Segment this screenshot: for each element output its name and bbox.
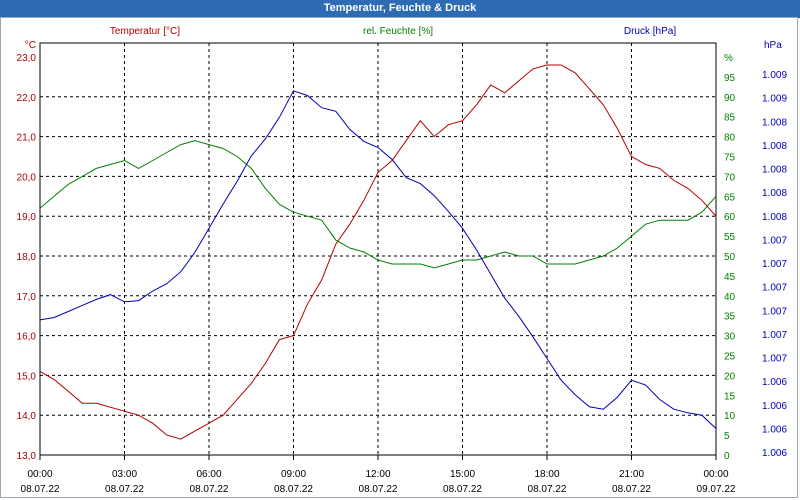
middle-axis-tick: 0 — [724, 451, 730, 462]
x-tick-date: 09.07.22 — [697, 484, 736, 495]
middle-axis-tick: 85 — [724, 113, 736, 124]
right-axis-tick: 1.007 — [762, 306, 787, 317]
right-axis-tick: 1.007 — [762, 235, 787, 246]
x-tick-date: 08.07.22 — [190, 484, 229, 495]
left-axis-tick: 19,0 — [17, 212, 37, 223]
right-axis-tick: 1.006 — [762, 448, 787, 459]
left-axis-unit: °C — [25, 40, 36, 51]
x-tick-time: 03:00 — [112, 469, 137, 480]
middle-axis-tick: 10 — [724, 411, 736, 422]
x-tick-time: 00:00 — [703, 469, 728, 480]
middle-axis-tick: 75 — [724, 153, 736, 164]
right-axis-tick: 1.007 — [762, 354, 787, 365]
middle-axis-tick: 95 — [724, 73, 736, 84]
middle-axis-tick: 90 — [724, 93, 736, 104]
right-axis-tick: 1.008 — [762, 117, 787, 128]
x-tick-date: 08.07.22 — [21, 484, 60, 495]
x-tick-date: 08.07.22 — [359, 484, 398, 495]
right-axis-tick: 1.009 — [762, 94, 787, 105]
middle-axis-tick: % — [724, 53, 733, 64]
right-axis-tick: 1.006 — [762, 401, 787, 412]
left-axis-tick: 23,0 — [17, 53, 37, 64]
left-axis-tick: 16,0 — [17, 332, 37, 343]
right-axis-tick: 1.008 — [762, 141, 787, 152]
left-axis-tick: 21,0 — [17, 133, 37, 144]
middle-axis-tick: 70 — [724, 172, 736, 183]
right-axis-tick: 1.007 — [762, 259, 787, 270]
middle-axis-tick: 50 — [724, 252, 736, 263]
middle-axis-tick: 40 — [724, 292, 736, 303]
x-tick-time: 15:00 — [450, 469, 475, 480]
right-axis-tick: 1.009 — [762, 70, 787, 81]
right-axis-tick: 1.008 — [762, 212, 787, 223]
humidity-line — [39, 140, 717, 269]
x-tick-date: 08.07.22 — [105, 484, 144, 495]
middle-axis-tick: 15 — [724, 391, 736, 402]
right-axis-tick: 1.007 — [762, 330, 787, 341]
left-axis-tick: 13,0 — [17, 451, 37, 462]
middle-axis-tick: 55 — [724, 232, 736, 243]
left-axis-tick: 20,0 — [17, 172, 37, 183]
series-header-3: Druck [hPa] — [624, 26, 676, 37]
middle-axis-tick: 20 — [724, 371, 736, 382]
left-axis-tick: 17,0 — [17, 292, 37, 303]
series-header-2: rel. Feuchte [%] — [363, 26, 433, 37]
middle-axis-tick: 5 — [724, 431, 730, 442]
middle-axis-tick: 25 — [724, 352, 736, 363]
right-axis-tick: 1.006 — [762, 424, 787, 435]
right-axis-tick: 1.007 — [762, 283, 787, 294]
temperature-line — [39, 64, 717, 440]
x-tick-date: 08.07.22 — [443, 484, 482, 495]
right-axis-tick: 1.008 — [762, 165, 787, 176]
middle-axis-tick: 35 — [724, 312, 736, 323]
x-tick-date: 08.07.22 — [274, 484, 313, 495]
right-axis-tick: 1.006 — [762, 377, 787, 388]
middle-axis-tick: 45 — [724, 272, 736, 283]
left-axis-tick: 14,0 — [17, 411, 37, 422]
x-tick-date: 08.07.22 — [612, 484, 651, 495]
middle-axis-tick: 30 — [724, 332, 736, 343]
x-tick-date: 08.07.22 — [528, 484, 567, 495]
right-axis-unit: hPa — [764, 40, 782, 51]
left-axis-tick: 22,0 — [17, 93, 37, 104]
x-tick-time: 06:00 — [196, 469, 221, 480]
series-header-1: Temperatur [°C] — [110, 26, 180, 37]
middle-axis-tick: 65 — [724, 192, 736, 203]
x-tick-time: 18:00 — [534, 469, 559, 480]
pressure-line — [39, 90, 717, 429]
left-axis-tick: 15,0 — [17, 371, 37, 382]
x-tick-time: 00:00 — [27, 469, 52, 480]
x-tick-time: 12:00 — [365, 469, 390, 480]
middle-axis-tick: 60 — [724, 212, 736, 223]
chart-frame — [0, 17, 798, 498]
x-tick-time: 21:00 — [619, 469, 644, 480]
right-axis-tick: 1.008 — [762, 188, 787, 199]
window-title: Temperatur, Feuchte & Druck — [323, 2, 477, 14]
left-axis-tick: 18,0 — [17, 252, 37, 263]
middle-axis-tick: 80 — [724, 133, 736, 144]
x-tick-time: 09:00 — [281, 469, 306, 480]
